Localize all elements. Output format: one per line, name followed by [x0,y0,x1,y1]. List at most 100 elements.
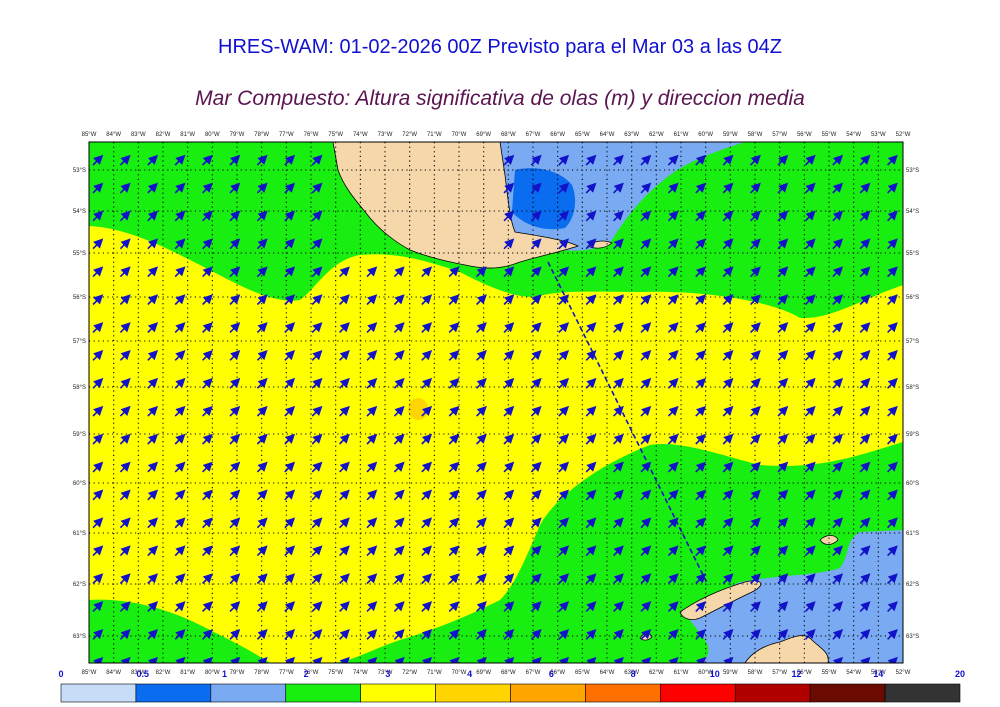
wave-direction-arrow [448,601,460,612]
wave-direction-arrow [229,545,241,557]
wave-direction-arrow [832,433,844,445]
wave-direction-arrow [119,433,131,445]
wave-direction-arrow [641,656,652,663]
lon-tick-label-bottom: 68°W [501,670,516,676]
wave-direction-arrow [339,656,350,663]
wave-direction-arrow [119,210,131,222]
wave-direction-arrow [366,322,378,333]
wave-direction-arrow [832,517,844,529]
wave-direction-arrow [859,350,871,361]
wave-direction-arrow [777,517,789,529]
lon-tick-label-top: 68°W [501,132,516,138]
lon-tick-label-top: 58°W [748,132,763,138]
wave-direction-arrow [229,573,241,585]
lat-tick-label-right: 59°S [906,432,919,438]
wave-direction-arrow [229,294,241,306]
lon-tick-label-bottom: 65°W [575,670,590,676]
wave-direction-arrow [667,489,679,501]
wave-direction-arrow [256,517,268,529]
wave-direction-arrow [585,238,597,250]
wave-direction-arrow [312,656,323,663]
wave-direction-arrow [558,545,570,557]
lat-tick-label-left: 59°S [73,432,86,438]
wave-direction-arrow [174,322,186,333]
wave-height-field [89,142,903,663]
lon-tick-label-top: 53°W [871,132,886,138]
wave-direction-arrow [174,182,186,194]
wave-direction-arrow [887,517,898,529]
wave-direction-arrow [393,573,405,585]
wave-zone-4-6m [408,398,428,420]
wave-direction-arrow [750,350,761,361]
wave-direction-arrow [887,294,898,306]
wave-direction-arrow [640,517,652,529]
wave-direction-arrow [832,266,844,278]
wave-direction-arrow [832,461,844,473]
wave-direction-arrow [119,601,131,612]
wave-direction-arrow [887,377,898,389]
track-line [547,261,709,586]
lon-tick-label-bottom: 64°W [600,670,615,676]
wave-direction-arrow [859,629,871,640]
wave-direction-arrows [92,154,898,663]
wave-direction-arrow [640,154,652,166]
wave-direction-arrow [339,350,350,361]
wave-direction-arrow [421,601,433,612]
wave-direction-arrow [476,573,487,585]
colorbar-label: 10 [710,669,720,679]
wave-direction-arrow [585,545,597,557]
wave-direction-arrow [832,489,844,501]
lat-tick-label-right: 54°S [906,209,919,215]
wave-direction-arrow [750,405,761,417]
wave-direction-arrow [311,238,323,250]
wave-direction-arrow [722,405,734,417]
wave-direction-arrow [695,266,707,278]
wave-direction-arrow [256,461,268,473]
wave-direction-arrow [93,656,104,663]
wave-direction-arrow [366,377,378,389]
wave-direction-arrow [311,377,323,389]
wave-direction-arrow [667,517,679,529]
colorbar-label: 6 [549,669,554,679]
wave-direction-arrow [393,489,405,501]
wave-direction-arrow [230,656,241,663]
wave-direction-arrow [859,517,871,529]
lon-tick-label-bottom: 72°W [402,670,417,676]
lon-tick-label-bottom: 82°W [156,670,171,676]
wave-direction-arrow [448,294,460,306]
wave-direction-arrow [722,182,734,194]
wave-direction-arrow [147,545,159,557]
wave-direction-arrow [311,294,323,306]
wave-direction-arrow [202,601,213,612]
wave-direction-arrow [585,405,597,417]
wave-direction-arrow [284,489,296,501]
wave-direction-arrow [887,182,898,194]
wave-direction-arrow [695,601,707,612]
lon-tick-label-top: 63°W [624,132,639,138]
wave-direction-arrow [339,545,350,557]
wave-direction-arrow [476,266,487,278]
wave-direction-arrow [202,322,213,333]
wave-direction-arrow [613,433,624,445]
wave-direction-arrow [311,629,323,640]
wave-direction-arrow [777,461,789,473]
lon-tick-label-top: 56°W [797,132,812,138]
wave-direction-arrow [667,182,679,194]
wave-direction-arrow [421,433,433,445]
wave-direction-arrow [311,517,323,529]
wave-direction-arrow [393,433,405,445]
colorbar-swatch [435,683,511,703]
wave-direction-arrow [859,238,871,250]
wave-direction-arrow [421,517,433,529]
wave-direction-arrow [448,405,460,417]
wave-direction-arrow [174,489,186,501]
lon-tick-label-top: 59°W [723,132,738,138]
wave-direction-arrow [750,294,761,306]
wave-direction-arrow [284,322,296,333]
wave-direction-arrow [887,573,898,585]
lon-tick-label-bottom: 81°W [180,670,195,676]
wave-direction-arrow [311,322,323,333]
wave-direction-arrow [366,489,378,501]
wave-direction-arrow [202,461,213,473]
wave-direction-arrow [202,154,213,166]
